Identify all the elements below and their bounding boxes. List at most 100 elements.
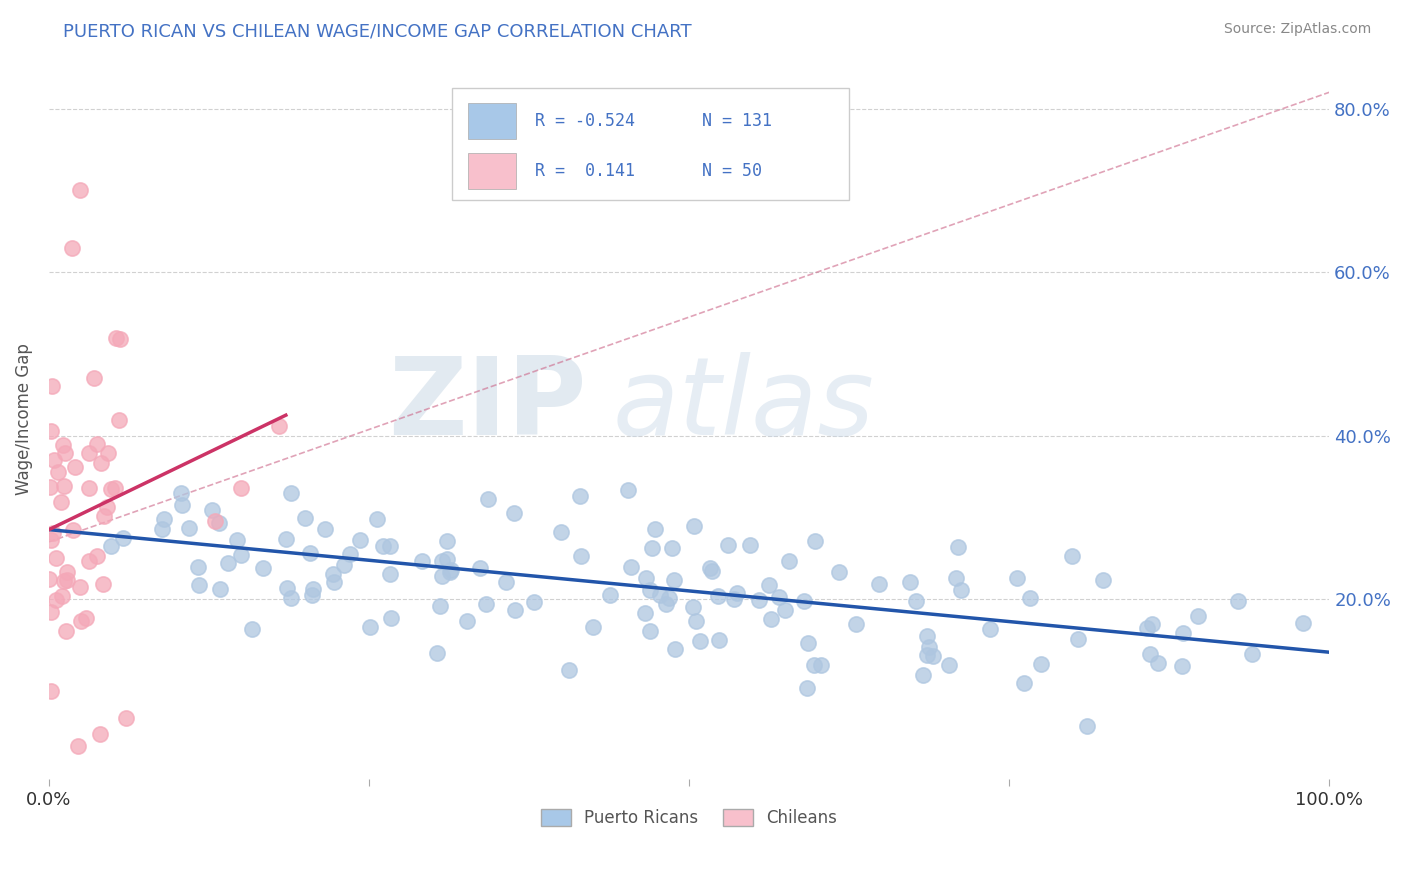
- Point: [950, 583, 973, 598]
- Point: [39, 684, 62, 698]
- Point: [1146, 656, 1168, 670]
- Point: [918, 640, 941, 655]
- Point: [75, 610, 97, 624]
- Point: [648, 588, 671, 602]
- Point: [922, 648, 945, 663]
- Point: [581, 619, 603, 633]
- Point: [104, 481, 127, 495]
- Point: [1018, 591, 1040, 605]
- Point: [689, 634, 711, 648]
- Point: [558, 663, 581, 677]
- Point: [682, 519, 704, 533]
- Point: [49, 495, 72, 509]
- Point: [699, 561, 721, 575]
- Point: [86, 436, 108, 450]
- Point: [93, 509, 115, 524]
- Point: [91, 577, 114, 591]
- Point: [702, 564, 724, 578]
- Point: [439, 565, 461, 579]
- Point: [217, 556, 239, 570]
- Point: [170, 499, 193, 513]
- Point: [56, 574, 79, 588]
- Point: [439, 563, 461, 577]
- Point: [96, 500, 118, 514]
- Point: [1005, 571, 1028, 585]
- Point: [1187, 608, 1209, 623]
- Point: [723, 592, 745, 607]
- Point: [100, 482, 122, 496]
- Point: [380, 611, 402, 625]
- Point: [41, 605, 63, 619]
- Point: [280, 591, 302, 606]
- Point: [725, 586, 748, 600]
- Point: [758, 578, 780, 592]
- Point: [655, 597, 678, 611]
- Point: [430, 554, 453, 568]
- Point: [707, 632, 730, 647]
- Point: [77, 481, 100, 495]
- Point: [62, 523, 84, 537]
- Point: [803, 657, 825, 672]
- Point: [456, 614, 478, 628]
- Point: [661, 541, 683, 555]
- Point: [1240, 648, 1263, 662]
- Point: [114, 710, 136, 724]
- Point: [1171, 658, 1194, 673]
- Point: [868, 576, 890, 591]
- Bar: [468, 103, 516, 138]
- Point: [150, 522, 173, 536]
- Point: [1060, 549, 1083, 563]
- Point: [83, 371, 105, 385]
- Point: [634, 571, 657, 585]
- Point: [86, 549, 108, 563]
- Text: ZIP: ZIP: [388, 351, 586, 458]
- Point: [740, 538, 762, 552]
- Point: [378, 567, 401, 582]
- Point: [187, 560, 209, 574]
- Point: [301, 588, 323, 602]
- Point: [56, 565, 79, 579]
- Point: [759, 612, 782, 626]
- Point: [69, 614, 91, 628]
- Point: [314, 522, 336, 536]
- Point: [55, 624, 77, 638]
- Point: [904, 593, 927, 607]
- Point: [429, 599, 451, 614]
- Point: [470, 561, 492, 575]
- Point: [638, 582, 661, 597]
- Point: [1092, 574, 1115, 588]
- Point: [436, 552, 458, 566]
- Point: [432, 569, 454, 583]
- Point: [39, 533, 62, 548]
- Point: [45, 592, 67, 607]
- Point: [322, 574, 344, 589]
- Text: PUERTO RICAN VS CHILEAN WAGE/INCOME GAP CORRELATION CHART: PUERTO RICAN VS CHILEAN WAGE/INCOME GAP …: [63, 22, 692, 40]
- Point: [707, 589, 730, 603]
- Point: [748, 593, 770, 607]
- Point: [208, 516, 231, 530]
- Point: [1076, 719, 1098, 733]
- Text: atlas: atlas: [612, 352, 875, 458]
- Point: [39, 424, 62, 438]
- Text: R =  0.141: R = 0.141: [536, 161, 636, 180]
- Point: [229, 481, 252, 495]
- Point: [371, 539, 394, 553]
- Point: [104, 330, 127, 344]
- Point: [69, 580, 91, 594]
- Point: [201, 503, 224, 517]
- Point: [796, 681, 818, 696]
- Point: [793, 594, 815, 608]
- Point: [52, 437, 75, 451]
- Point: [682, 599, 704, 614]
- Point: [100, 539, 122, 553]
- Point: [638, 624, 661, 638]
- Point: [828, 565, 851, 579]
- Point: [617, 483, 640, 498]
- Point: [664, 642, 686, 657]
- Point: [52, 574, 75, 588]
- Point: [1227, 594, 1250, 608]
- Point: [569, 549, 592, 564]
- Point: [111, 531, 134, 545]
- Point: [436, 533, 458, 548]
- Point: [153, 512, 176, 526]
